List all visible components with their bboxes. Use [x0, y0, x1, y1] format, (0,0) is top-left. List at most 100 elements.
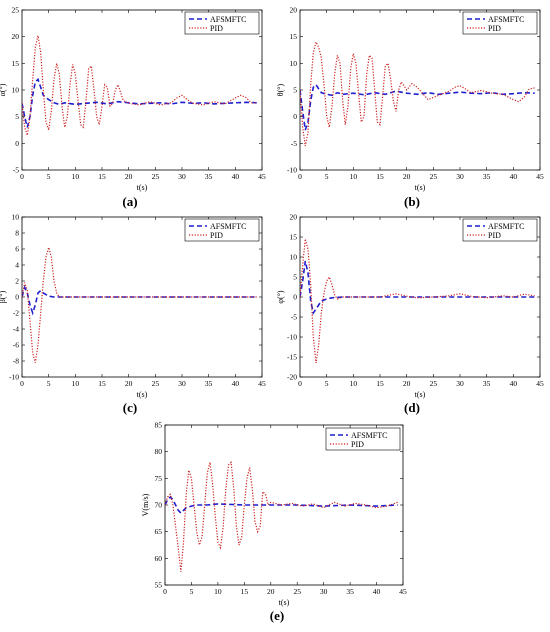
y-tick-label: 20: [290, 213, 298, 222]
x-tick-label: 25: [430, 379, 438, 388]
x-tick-label: 20: [403, 172, 411, 181]
x-tick-label: 30: [456, 172, 464, 181]
chart-panel: 0 5 10 15 20 25 30 35 40 45 -20 -15 -10 -5 0 5 10 15 20 t(s…: [276, 213, 544, 416]
y-tick-label: 6: [15, 245, 19, 254]
y-tick-label: 55: [155, 581, 163, 590]
series-line-afsmftc: [22, 77, 257, 128]
y-tick-label: 15: [290, 233, 298, 242]
x-tick-label: 35: [483, 379, 491, 388]
y-tick-label: 80: [155, 447, 163, 456]
x-tick-label: 25: [293, 587, 301, 596]
y-tick-label: -5: [291, 313, 297, 322]
series-line-afsmftc: [300, 260, 535, 316]
x-tick-label: 45: [536, 379, 544, 388]
legend-label: PID: [210, 24, 223, 33]
y-tick-label: 4: [15, 261, 19, 270]
y-tick-label: 0: [15, 293, 19, 302]
x-tick-label: 25: [430, 172, 438, 181]
x-axis-label: t(s): [137, 183, 148, 192]
y-tick-label: -4: [13, 325, 19, 334]
y-tick-label: -15: [287, 353, 297, 362]
y-tick-label: 10: [290, 59, 298, 68]
series-line-pid: [300, 238, 535, 364]
x-tick-label: 0: [163, 587, 167, 596]
x-tick-label: 10: [350, 379, 358, 388]
x-tick-label: 20: [403, 379, 411, 388]
series-line-pid: [22, 245, 257, 363]
series-line-afsmftc: [300, 83, 535, 131]
y-tick-label: 15: [290, 32, 298, 41]
chart-panel: 0 5 10 15 20 25 30 35 40 45 -10 -8 -6 -4 -2 0 2 4 6 8 10 t(s)…: [0, 213, 266, 416]
y-tick-label: -10: [9, 373, 19, 382]
series-line-afsmftc: [22, 285, 257, 316]
chart-panel: 0 5 10 15 20 25 30 35 40 45-50510152025t(s)α(°)AF…: [0, 6, 266, 210]
x-tick-label: 45: [258, 172, 266, 181]
y-tick-label: -8: [13, 357, 19, 366]
y-tick-label: 70: [155, 501, 163, 510]
y-tick-label: 65: [155, 527, 163, 536]
y-tick-label: 75: [155, 474, 163, 483]
x-tick-label: 30: [320, 587, 328, 596]
y-tick-label: -5: [291, 139, 297, 148]
x-tick-label: 35: [483, 172, 491, 181]
y-tick-label: 25: [12, 6, 20, 15]
y-tick-label: 0: [293, 112, 297, 121]
x-tick-label: 35: [346, 587, 354, 596]
y-tick-label: 20: [12, 32, 20, 41]
x-axis-label: t(s): [137, 390, 148, 399]
x-tick-label: 35: [205, 379, 213, 388]
y-tick-label: 10: [290, 253, 298, 262]
x-tick-label: 0: [298, 379, 302, 388]
x-tick-label: 40: [510, 172, 518, 181]
panel-label: (a): [122, 194, 137, 209]
series-line-pid: [300, 40, 535, 147]
y-axis-label: φ(°): [276, 290, 285, 303]
x-tick-label: 30: [178, 172, 186, 181]
y-tick-label: -6: [13, 341, 19, 350]
chart-panel: 0 5 10 15 20 25 30 35 40 45 55 60 65 70 75 80 85 t(s) V(m/…: [141, 421, 407, 624]
legend-label: PID: [210, 231, 223, 240]
x-tick-label: 5: [325, 379, 329, 388]
chart-panel: 0 5 10 15 20 25 30 35 40 45 -10 -5 0 5 10 15 20 t(s) θ(°) A…: [276, 6, 544, 210]
legend-label: PID: [488, 24, 501, 33]
y-tick-label: 2: [15, 277, 19, 286]
legend-label: AFSMFTC: [210, 222, 246, 231]
x-tick-label: 40: [510, 379, 518, 388]
y-tick-label: 5: [293, 86, 297, 95]
legend-label: AFSMFTC: [351, 431, 387, 440]
x-tick-label: 35: [205, 172, 213, 181]
y-tick-label: -10: [287, 166, 297, 175]
x-tick-label: 45: [399, 587, 407, 596]
y-tick-label: 5: [15, 112, 19, 121]
x-tick-label: 30: [178, 379, 186, 388]
y-axis-label: α(°): [0, 83, 7, 96]
x-tick-label: 10: [72, 379, 80, 388]
y-tick-label: -2: [13, 309, 19, 318]
x-tick-label: 45: [536, 172, 544, 181]
y-tick-label: -10: [287, 333, 297, 342]
x-tick-label: 25: [152, 379, 160, 388]
x-tick-label: 40: [373, 587, 381, 596]
x-tick-label: 20: [125, 172, 133, 181]
legend-label: AFSMFTC: [488, 15, 524, 24]
x-tick-label: 15: [241, 587, 249, 596]
x-tick-label: 10: [214, 587, 222, 596]
panel-label: (d): [404, 400, 420, 415]
series-line-pid: [22, 35, 257, 136]
y-tick-label: 60: [155, 554, 163, 563]
x-tick-label: 5: [325, 172, 329, 181]
x-tick-label: 5: [190, 587, 194, 596]
legend-label: PID: [351, 440, 364, 449]
x-tick-label: 10: [72, 172, 80, 181]
y-tick-label: 0: [293, 293, 297, 302]
x-tick-label: 30: [456, 379, 464, 388]
legend-label: AFSMFTC: [210, 15, 246, 24]
y-tick-label: -20: [287, 373, 297, 382]
legend-label: PID: [488, 231, 501, 240]
x-tick-label: 0: [20, 379, 24, 388]
